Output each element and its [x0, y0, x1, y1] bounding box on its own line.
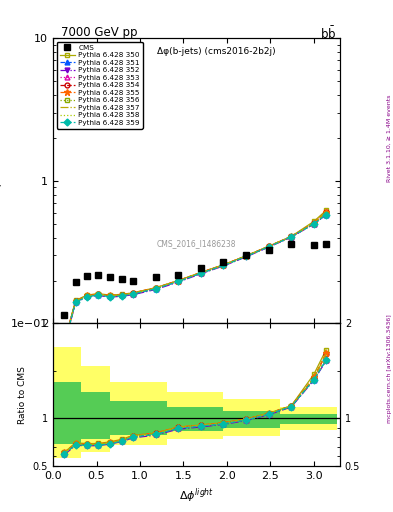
- Text: Rivet 3.1.10, ≥ 1.4M events: Rivet 3.1.10, ≥ 1.4M events: [387, 95, 392, 182]
- Text: mcplots.cern.ch [arXiv:1306.3436]: mcplots.cern.ch [arXiv:1306.3436]: [387, 314, 392, 423]
- Text: b$\mathregular{\bar{b}}$: b$\mathregular{\bar{b}}$: [320, 26, 336, 42]
- Y-axis label: Ratio to CMS: Ratio to CMS: [18, 366, 27, 423]
- Text: 7000 GeV pp: 7000 GeV pp: [61, 26, 138, 38]
- Y-axis label: $1/\sigma\,d\sigma/d\Delta\phi^{light}$ [1/rad]: $1/\sigma\,d\sigma/d\Delta\phi^{light}$ …: [0, 132, 6, 230]
- X-axis label: $\Delta\phi^{light}$: $\Delta\phi^{light}$: [179, 486, 214, 505]
- Legend: CMS, Pythia 6.428 350, Pythia 6.428 351, Pythia 6.428 352, Pythia 6.428 353, Pyt: CMS, Pythia 6.428 350, Pythia 6.428 351,…: [57, 42, 143, 129]
- Text: CMS_2016_I1486238: CMS_2016_I1486238: [157, 239, 236, 248]
- Text: Δφ(b-jets) (cms2016-2b2j): Δφ(b-jets) (cms2016-2b2j): [157, 47, 276, 56]
